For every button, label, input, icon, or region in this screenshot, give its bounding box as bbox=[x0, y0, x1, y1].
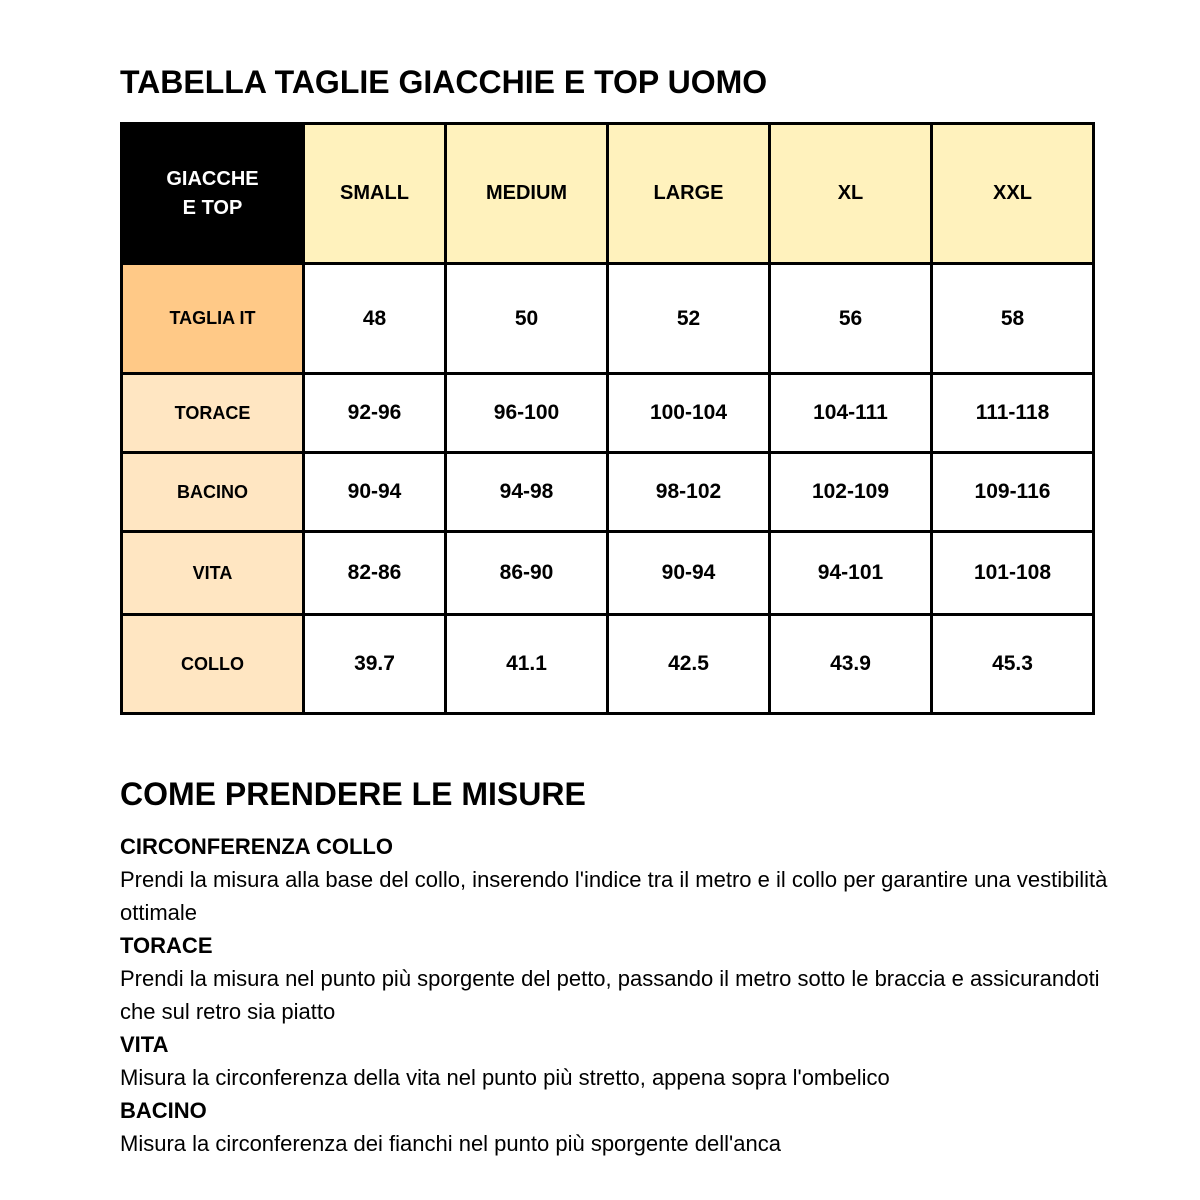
table-cell: 94-98 bbox=[444, 451, 609, 533]
table-cell: 100-104 bbox=[606, 372, 771, 454]
table-cell: 86-90 bbox=[444, 530, 609, 616]
row-header: VITA bbox=[120, 530, 305, 616]
table-cell: 48 bbox=[302, 262, 447, 375]
size-header: LARGE bbox=[606, 122, 771, 265]
corner-header: GIACCHE E TOP bbox=[120, 122, 305, 265]
row-header: TAGLIA IT bbox=[120, 262, 305, 375]
table-cell: 56 bbox=[768, 262, 933, 375]
guide-item-text: Prendi la misura alla base del collo, in… bbox=[120, 867, 1108, 925]
guide-item-text: Misura la circonferenza dei fianchi nel … bbox=[120, 1131, 781, 1156]
table-cell: 45.3 bbox=[930, 613, 1095, 715]
guide-item-title: CIRCONFERENZA COLLO bbox=[120, 834, 393, 859]
page-title: TABELLA TAGLIE GIACCHIE E TOP UOMO bbox=[120, 64, 768, 100]
table-cell: 41.1 bbox=[444, 613, 609, 715]
table-cell: 102-109 bbox=[768, 451, 933, 533]
size-header: MEDIUM bbox=[444, 122, 609, 265]
row-header: BACINO bbox=[120, 451, 305, 533]
guide-item-title: VITA bbox=[120, 1032, 169, 1057]
guide-item-text: Prendi la misura nel punto più sporgente… bbox=[120, 966, 1100, 1024]
size-header: XXL bbox=[930, 122, 1095, 265]
table-cell: 58 bbox=[930, 262, 1095, 375]
table-row: TAGLIA IT 48 50 52 56 58 bbox=[120, 262, 1095, 375]
table-cell: 42.5 bbox=[606, 613, 771, 715]
table-row: COLLO 39.7 41.1 42.5 43.9 45.3 bbox=[120, 613, 1095, 715]
table-cell: 96-100 bbox=[444, 372, 609, 454]
table-cell: 109-116 bbox=[930, 451, 1095, 533]
table-cell: 90-94 bbox=[302, 451, 447, 533]
size-table: GIACCHE E TOP SMALL MEDIUM LARGE XL XXL T… bbox=[120, 122, 1095, 715]
guide-title: COME PRENDERE LE MISURE bbox=[120, 776, 586, 812]
row-header: TORACE bbox=[120, 372, 305, 454]
corner-line-2: E TOP bbox=[182, 196, 243, 219]
table-cell: 52 bbox=[606, 262, 771, 375]
table-cell: 43.9 bbox=[768, 613, 933, 715]
size-header: SMALL bbox=[302, 122, 447, 265]
table-row: VITA 82-86 86-90 90-94 94-101 101-108 bbox=[120, 530, 1095, 616]
header-row: GIACCHE E TOP SMALL MEDIUM LARGE XL XXL bbox=[120, 122, 1095, 265]
size-header: XL bbox=[768, 122, 933, 265]
guide-item-title: TORACE bbox=[120, 933, 213, 958]
table-cell: 92-96 bbox=[302, 372, 447, 454]
guide-item-text: Misura la circonferenza della vita nel p… bbox=[120, 1065, 890, 1090]
table-cell: 90-94 bbox=[606, 530, 771, 616]
table-cell: 98-102 bbox=[606, 451, 771, 533]
table-cell: 39.7 bbox=[302, 613, 447, 715]
measure-guide: CIRCONFERENZA COLLO Prendi la misura all… bbox=[120, 830, 1110, 1160]
table-cell: 82-86 bbox=[302, 530, 447, 616]
table-cell: 50 bbox=[444, 262, 609, 375]
table-cell: 111-118 bbox=[930, 372, 1095, 454]
table-row: TORACE 92-96 96-100 100-104 104-111 111-… bbox=[120, 372, 1095, 454]
table-cell: 104-111 bbox=[768, 372, 933, 454]
guide-item-title: BACINO bbox=[120, 1098, 207, 1123]
table-row: BACINO 90-94 94-98 98-102 102-109 109-11… bbox=[120, 451, 1095, 533]
row-header: COLLO bbox=[120, 613, 305, 715]
table-cell: 101-108 bbox=[930, 530, 1095, 616]
corner-line-1: GIACCHE bbox=[166, 167, 259, 190]
table-cell: 94-101 bbox=[768, 530, 933, 616]
